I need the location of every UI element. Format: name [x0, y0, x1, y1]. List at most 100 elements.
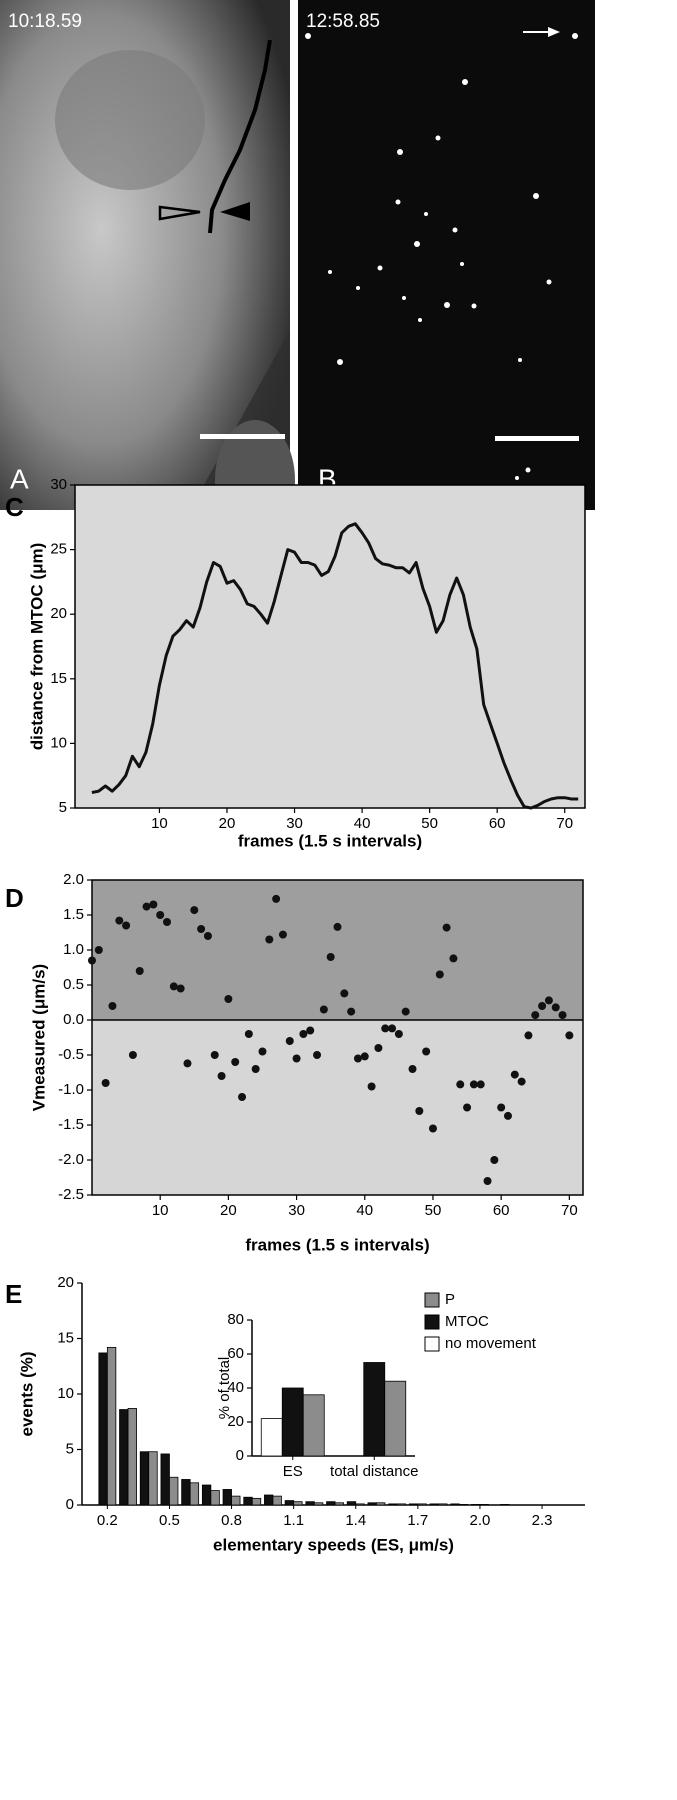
y-tick-label: -0.5 [58, 1046, 84, 1063]
y-tick-label: 30 [50, 476, 67, 493]
data-point [497, 1103, 506, 1112]
bar [260, 1418, 283, 1457]
x-tick-label: 40 [356, 1202, 373, 1219]
data-point [517, 1077, 526, 1086]
x-tick-label: 20 [220, 1202, 237, 1219]
data-point [449, 954, 458, 963]
y-tick-label: 10 [50, 734, 67, 751]
plot-area [74, 484, 586, 809]
data-point [360, 1052, 369, 1061]
bar [169, 1476, 179, 1506]
y-tick-label: 5 [66, 1440, 74, 1457]
x-tick-label: 20 [219, 815, 236, 832]
micrograph-a: 10:18.59 A [0, 0, 295, 540]
x-tick-label: 70 [561, 1202, 578, 1219]
micrograph-b: 12:58.85 B [298, 0, 595, 510]
data-point [490, 1156, 499, 1164]
bar [272, 1495, 282, 1506]
data-point [401, 1007, 410, 1016]
data-point [217, 1072, 226, 1080]
bar [251, 1497, 262, 1506]
data-point [415, 1107, 424, 1115]
data-point [551, 1003, 560, 1012]
data-point [463, 1103, 472, 1112]
data-point [353, 1054, 362, 1063]
data-point [428, 1124, 437, 1133]
bar [388, 1503, 398, 1506]
data-point [469, 1080, 478, 1089]
y-tick-label: -1.5 [58, 1116, 84, 1133]
bar [231, 1495, 241, 1506]
data-point [265, 935, 274, 944]
data-point [476, 1080, 485, 1089]
bar [355, 1503, 365, 1506]
x-tick-label: 1.1 [283, 1512, 304, 1529]
y-axis-label: Vmeasured (μm/s) [29, 964, 48, 1111]
x-tick-label: ES [283, 1463, 303, 1480]
bar [500, 1504, 510, 1506]
data-point [347, 1007, 356, 1016]
y-tick-label: 80 [227, 1311, 244, 1328]
data-point [163, 918, 172, 926]
y-tick-label: 15 [50, 670, 67, 687]
data-point [251, 1065, 260, 1073]
bar [363, 1362, 386, 1457]
bar [408, 1503, 419, 1506]
plot-frame [91, 879, 584, 1196]
bar [139, 1451, 150, 1506]
x-tick-label: 50 [421, 815, 438, 832]
bar [376, 1502, 386, 1506]
panel-label: C [5, 492, 24, 522]
x-tick-label: 70 [556, 815, 573, 832]
data-point [203, 932, 212, 940]
data-point [299, 1030, 308, 1038]
legend-swatch [424, 1292, 440, 1308]
bar [148, 1451, 158, 1506]
y-tick-label: 15 [57, 1329, 74, 1346]
bar [326, 1501, 336, 1506]
data-point [313, 1051, 322, 1059]
bar [438, 1503, 448, 1506]
data-point [456, 1080, 465, 1089]
legend-label: P [445, 1291, 455, 1308]
y-tick-label: 25 [50, 541, 67, 558]
plot-area-upper [92, 880, 583, 1020]
panel-label: D [5, 883, 24, 913]
data-point [326, 953, 335, 961]
data-point [285, 1037, 294, 1045]
x-tick-label: 10 [151, 815, 168, 832]
data-point [388, 1024, 397, 1033]
data-point [374, 1044, 383, 1052]
x-tick-label: 0.5 [159, 1512, 180, 1529]
x-axis-label: frames (1.5 s intervals) [245, 1235, 429, 1254]
x-tick-label: 2.3 [532, 1512, 553, 1529]
y-tick-label: 1.0 [63, 941, 84, 958]
bar [471, 1504, 481, 1506]
data-point [135, 967, 144, 975]
x-tick-label: 60 [493, 1202, 510, 1219]
legend-swatch [424, 1314, 440, 1330]
data-point [176, 984, 185, 993]
bar [222, 1489, 232, 1506]
bar [281, 1387, 304, 1457]
bar [181, 1479, 191, 1506]
legend-label: no movement [445, 1335, 537, 1352]
data-point [231, 1058, 240, 1066]
y-axis-label: distance from MTOC (μm) [27, 543, 46, 751]
data-point [319, 1005, 328, 1014]
bar [189, 1482, 200, 1506]
bar [119, 1409, 129, 1506]
data-point [88, 956, 96, 965]
y-tick-label: 0.0 [63, 1011, 84, 1028]
bar [346, 1501, 357, 1506]
bar [243, 1496, 253, 1506]
data-point [292, 1054, 301, 1063]
data-point [210, 1051, 219, 1059]
x-tick-label: 50 [425, 1202, 442, 1219]
bar [98, 1352, 108, 1506]
data-point [183, 1059, 192, 1068]
legend-swatch [424, 1336, 440, 1352]
y-tick-label: 40 [227, 1379, 244, 1396]
y-tick-label: 10 [57, 1385, 74, 1402]
data-point [169, 982, 178, 991]
